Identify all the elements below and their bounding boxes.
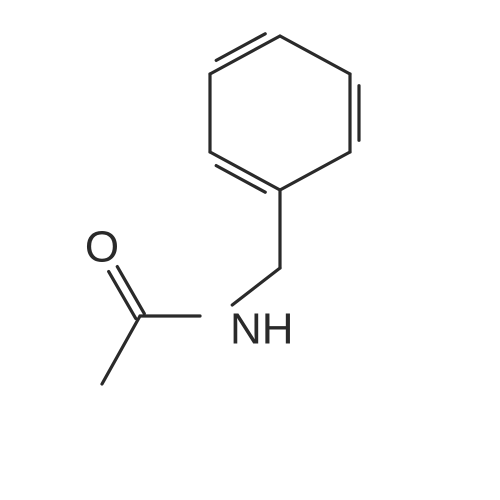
bond bbox=[280, 152, 350, 190]
molecule-diagram: NH O bbox=[0, 0, 500, 500]
bond bbox=[280, 36, 350, 74]
bond bbox=[117, 267, 144, 314]
bond bbox=[210, 36, 280, 74]
bond bbox=[210, 152, 280, 190]
atom-label-n: NH bbox=[230, 305, 294, 354]
bond bbox=[102, 316, 140, 384]
bond bbox=[109, 272, 136, 319]
bond bbox=[232, 268, 280, 305]
atom-label-o: O bbox=[85, 223, 119, 272]
